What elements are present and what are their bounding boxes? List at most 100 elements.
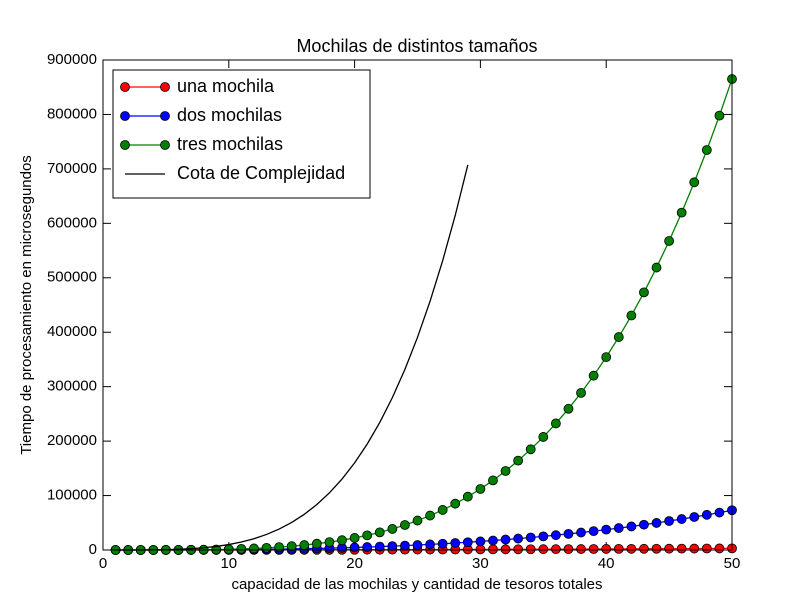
data-point	[412, 540, 423, 550]
data-point	[701, 509, 712, 520]
data-point	[525, 532, 536, 543]
y-tick-label: 600000	[47, 214, 97, 231]
data-point	[349, 533, 360, 543]
data-point	[701, 543, 712, 554]
x-tick-label: 50	[724, 555, 741, 572]
x-tick-label: 20	[346, 555, 363, 572]
y-axis-label: Tiempo de procesamiento en microsegundos	[18, 155, 35, 455]
data-point	[613, 332, 624, 342]
data-point	[651, 543, 662, 554]
data-point	[626, 521, 637, 532]
data-point	[563, 403, 574, 414]
data-point	[538, 432, 549, 442]
data-point	[475, 536, 486, 547]
legend-label: tres mochilas	[177, 134, 283, 154]
data-point	[362, 542, 373, 552]
data-point	[437, 538, 448, 549]
data-point	[576, 544, 586, 554]
data-point	[513, 533, 524, 544]
legend-box	[112, 69, 371, 199]
chart-title: Mochilas de distintos tamaños	[296, 36, 537, 56]
data-point	[488, 544, 498, 555]
data-point	[639, 519, 649, 530]
legend-label: Cota de Complejidad	[177, 163, 345, 183]
y-tick-label: 700000	[47, 160, 97, 177]
data-point	[689, 512, 700, 522]
data-point	[425, 539, 435, 550]
legend-marker	[120, 82, 130, 92]
legend-label: dos mochilas	[177, 105, 282, 125]
data-point	[400, 520, 410, 530]
data-point	[601, 352, 612, 363]
data-point	[525, 444, 536, 455]
data-point	[513, 455, 524, 466]
data-point	[475, 484, 486, 494]
y-tick-label: 300000	[47, 378, 97, 395]
data-point	[626, 543, 637, 554]
data-point	[488, 475, 498, 486]
data-point	[550, 418, 561, 429]
data-point	[261, 542, 272, 553]
data-point	[223, 544, 234, 555]
data-point	[538, 531, 549, 542]
data-point	[374, 527, 385, 538]
x-axis-label: capacidad de las mochilas y cantidad de …	[231, 576, 602, 593]
data-point	[664, 236, 674, 246]
data-point	[613, 523, 624, 533]
data-point	[500, 534, 511, 545]
legend-marker	[120, 140, 130, 150]
data-point	[576, 387, 586, 398]
y-tick-label: 0	[89, 541, 97, 558]
data-point	[525, 544, 536, 555]
data-point	[550, 530, 561, 541]
data-point	[689, 177, 700, 188]
data-point	[588, 526, 599, 537]
data-point	[299, 540, 310, 550]
data-point	[387, 524, 398, 534]
data-point	[450, 538, 461, 548]
data-point	[626, 310, 637, 321]
data-point	[550, 544, 561, 555]
data-point	[563, 528, 574, 539]
data-point	[639, 287, 649, 298]
data-point	[714, 507, 725, 518]
data-point	[425, 510, 435, 521]
y-tick-label: 800000	[47, 105, 97, 122]
data-point	[387, 541, 398, 552]
x-tick-label: 0	[99, 555, 107, 572]
x-tick-label: 40	[598, 555, 615, 572]
data-point	[488, 535, 498, 546]
y-tick-label: 100000	[47, 487, 97, 504]
data-point	[236, 543, 247, 554]
y-tick-label: 900000	[47, 51, 97, 68]
data-point	[462, 491, 473, 502]
data-point	[601, 524, 612, 535]
x-tick-label: 10	[220, 555, 237, 572]
series-line	[115, 164, 469, 551]
data-point	[651, 262, 662, 273]
data-point	[400, 540, 410, 551]
data-point	[311, 538, 322, 549]
data-point	[601, 544, 612, 554]
legend-marker	[160, 111, 170, 121]
data-point	[588, 544, 599, 554]
data-point	[437, 505, 448, 515]
data-point	[337, 535, 347, 546]
legend-marker	[120, 111, 130, 121]
data-point	[462, 537, 473, 548]
data-point	[249, 543, 259, 554]
y-tick-label: 500000	[47, 269, 97, 286]
data-point	[676, 207, 687, 218]
data-point	[701, 145, 712, 155]
legend-marker	[160, 140, 170, 150]
data-point	[286, 541, 297, 552]
data-point	[639, 543, 649, 554]
data-point	[538, 544, 549, 555]
data-point	[676, 543, 687, 554]
data-point	[664, 543, 674, 554]
data-point	[374, 541, 385, 552]
legend-marker	[160, 82, 170, 92]
data-point	[676, 514, 687, 524]
